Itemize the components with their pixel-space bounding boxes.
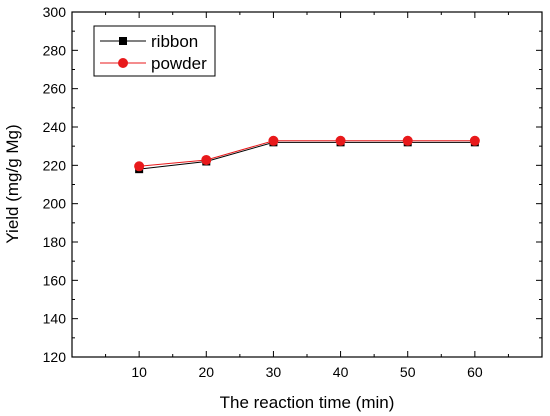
legend-marker-ribbon <box>119 37 127 45</box>
data-point-powder <box>402 135 413 146</box>
data-point-powder <box>335 135 346 146</box>
legend-label-ribbon: ribbon <box>151 32 198 51</box>
data-point-powder <box>134 161 145 172</box>
series-layer <box>134 135 480 174</box>
x-axis: 10 20 30 40 50 60 <box>105 12 509 380</box>
y-axis-title: Yield (mg/g Mg) <box>3 124 22 243</box>
legend-label-powder: powder <box>151 54 207 73</box>
y-tick-label: 200 <box>43 196 67 212</box>
y-tick-label: 160 <box>43 272 67 288</box>
y-tick-label: 280 <box>43 42 67 58</box>
y-tick-label: 300 <box>43 4 67 20</box>
x-tick-label: 10 <box>131 364 147 380</box>
data-point-powder <box>268 135 279 146</box>
y-tick-label: 140 <box>43 311 67 327</box>
y-tick-label: 120 <box>43 349 67 365</box>
y-tick-label: 220 <box>43 157 67 173</box>
x-tick-label: 30 <box>266 364 282 380</box>
series-line-ribbon <box>139 141 475 170</box>
data-point-powder <box>469 135 480 146</box>
y-axis: 120 140 160 180 200 220 240 260 280 300 <box>43 4 542 365</box>
legend: ribbon powder <box>93 25 216 77</box>
x-tick-label: 20 <box>198 364 214 380</box>
x-tick-label: 60 <box>467 364 483 380</box>
legend-marker-powder <box>118 58 128 68</box>
y-tick-label: 240 <box>43 119 67 135</box>
series-line-powder <box>139 140 475 167</box>
data-point-powder <box>201 154 212 165</box>
x-tick-label: 50 <box>400 364 416 380</box>
x-axis-title: The reaction time (min) <box>220 393 395 412</box>
y-tick-label: 180 <box>43 234 67 250</box>
legend-box <box>93 25 216 77</box>
y-tick-label: 260 <box>43 81 67 97</box>
x-tick-label: 40 <box>333 364 349 380</box>
